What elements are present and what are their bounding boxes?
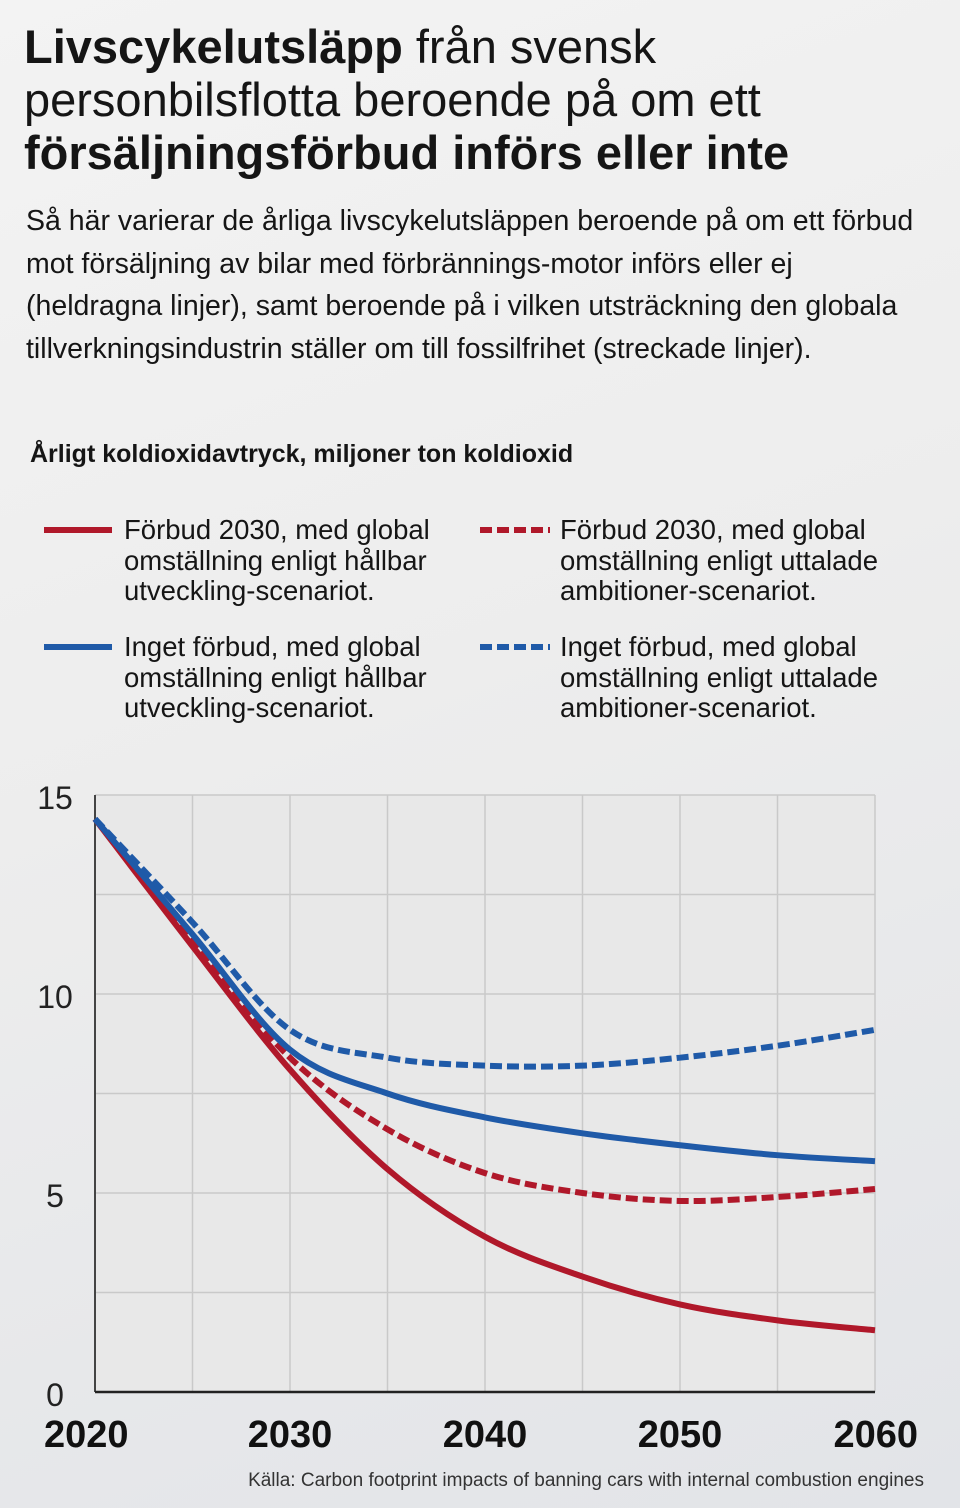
series-line-3: [92, 816, 876, 1165]
y-tick-label: 15: [37, 780, 73, 816]
title-bold-part-1: Livscykelutsläpp: [24, 20, 403, 73]
legend-label: Förbud 2030, med global omställning enli…: [124, 514, 430, 606]
legend-label: Förbud 2030, med global omställning enli…: [560, 514, 878, 606]
x-tick-label: 2030: [248, 1414, 333, 1456]
legend-label: Inget förbud, med global omställning enl…: [560, 631, 878, 723]
y-tick-label: 0: [46, 1377, 64, 1413]
source-note: Källa: Carbon footprint impacts of banni…: [248, 1470, 924, 1491]
legend-label: Inget förbud, med global omställning enl…: [124, 631, 427, 723]
title-bold-part-2: försäljningsförbud införs eller inte: [24, 126, 790, 179]
x-tick-label: 2060: [833, 1414, 918, 1456]
legend-swatch-dashed-red: [480, 527, 550, 533]
legend-swatch-dashed-blue: [480, 644, 550, 650]
y-tick-label: 5: [46, 1178, 64, 1214]
x-tick-label: 2040: [443, 1414, 528, 1456]
y-tick-label: 10: [37, 979, 73, 1015]
chart-title: Livscykelutsläpp från svensk personbilsf…: [24, 20, 944, 179]
legend-swatch-solid-blue: [44, 644, 112, 650]
chart-subtitle: Så här varierar de årliga livscykelutslä…: [26, 205, 914, 365]
legend-swatch-solid-red: [44, 527, 112, 533]
series-line-4: [92, 816, 876, 1070]
title-regular-part: från svensk personbilsflotta beroende på…: [24, 20, 761, 126]
x-tick-label: 2020: [44, 1414, 129, 1456]
unit-label: Årligt koldioxidavtryck, miljoner ton ko…: [30, 440, 574, 468]
x-tick-label: 2050: [638, 1414, 723, 1456]
series-line-2: [92, 817, 876, 1205]
series-line-1: [92, 817, 876, 1334]
line-chart: 0 5 10 15 2020 2030 2040 2050 2060: [37, 780, 918, 1456]
